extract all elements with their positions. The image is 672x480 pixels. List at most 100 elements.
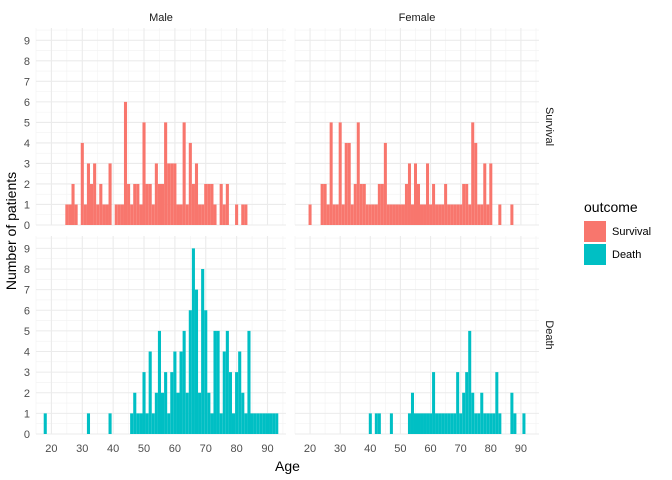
bar [80, 142, 84, 225]
bar [194, 163, 199, 225]
bar [247, 330, 251, 434]
bar [71, 183, 75, 225]
bar [210, 413, 214, 434]
bar [142, 122, 146, 225]
bar [176, 392, 180, 434]
x-tick-label: 20 [45, 443, 57, 455]
bar [320, 183, 324, 225]
bar [198, 392, 202, 434]
bar [210, 183, 214, 225]
bar [420, 204, 424, 225]
bar [480, 392, 484, 434]
x-tick-label: 80 [485, 443, 497, 455]
bar [465, 372, 469, 434]
bar [522, 413, 526, 434]
bar [207, 183, 211, 225]
bar [477, 204, 481, 225]
bar [194, 289, 199, 434]
bar [148, 351, 152, 434]
x-tick-label: 60 [424, 443, 436, 455]
bar [438, 413, 442, 434]
bar [323, 183, 327, 225]
bar [235, 372, 239, 434]
bar [102, 204, 106, 225]
bar [341, 204, 345, 225]
bar [486, 413, 490, 434]
x-tick-label: 20 [304, 443, 316, 455]
bar [198, 204, 202, 225]
bar [90, 183, 94, 225]
bar [161, 392, 165, 434]
y-tick-label: 9 [24, 35, 30, 47]
bars-female-survival [308, 122, 514, 225]
bar [308, 204, 312, 225]
bar [185, 392, 189, 434]
y-tick-label: 0 [24, 220, 30, 232]
y-tick-label: 2 [24, 388, 30, 400]
bar [93, 163, 97, 225]
bar [459, 204, 463, 225]
bar [389, 204, 393, 225]
bar [43, 413, 47, 434]
bar [133, 392, 137, 434]
y-tick-label: 1 [24, 199, 30, 211]
bar [201, 204, 205, 225]
bar [167, 413, 171, 434]
y-tick-label: 8 [24, 56, 30, 68]
bar [117, 204, 121, 225]
bar [413, 413, 417, 434]
bar [477, 413, 481, 434]
bar [151, 413, 155, 434]
bar [468, 204, 472, 225]
bar [173, 351, 177, 434]
bar [244, 413, 248, 434]
legend-label-survival: Survival [612, 226, 651, 238]
y-tick-label: 4 [24, 347, 30, 359]
bar [429, 204, 433, 225]
bar [474, 413, 478, 434]
bar [462, 392, 466, 434]
y-tick-label: 9 [24, 243, 30, 255]
bar [435, 204, 439, 225]
x-tick-label: 50 [138, 443, 150, 455]
x-tick-label: 50 [394, 443, 406, 455]
legend-key-survival [584, 221, 606, 242]
bar [407, 413, 411, 434]
bars-female-death [368, 330, 526, 434]
y-tick-label: 5 [24, 117, 30, 129]
bar [407, 163, 411, 225]
bar [145, 413, 149, 434]
bar [185, 204, 189, 225]
bar [114, 204, 118, 225]
bar [426, 413, 430, 434]
bar [453, 204, 457, 225]
bar [108, 413, 112, 434]
bar [272, 413, 276, 434]
x-tick-label: 80 [230, 443, 242, 455]
facet-row-label: Survival [543, 107, 555, 146]
bar [489, 413, 493, 434]
bar [423, 204, 427, 225]
bar [86, 163, 91, 225]
bar [105, 204, 109, 225]
bar [225, 330, 229, 434]
panel-grid [294, 236, 539, 435]
bar [207, 392, 211, 434]
bar [410, 204, 414, 225]
bars-male-survival [65, 101, 248, 225]
bar [86, 413, 91, 434]
bar [222, 204, 226, 225]
bar [170, 163, 174, 225]
bar [238, 351, 242, 434]
legend-key-death [584, 244, 606, 265]
bar [368, 204, 372, 225]
bar [447, 204, 451, 225]
bar [468, 330, 472, 434]
bar [213, 330, 217, 434]
bar [83, 204, 87, 225]
bar [495, 372, 499, 434]
bar [380, 183, 384, 225]
bar [450, 413, 454, 434]
bar [435, 413, 439, 434]
